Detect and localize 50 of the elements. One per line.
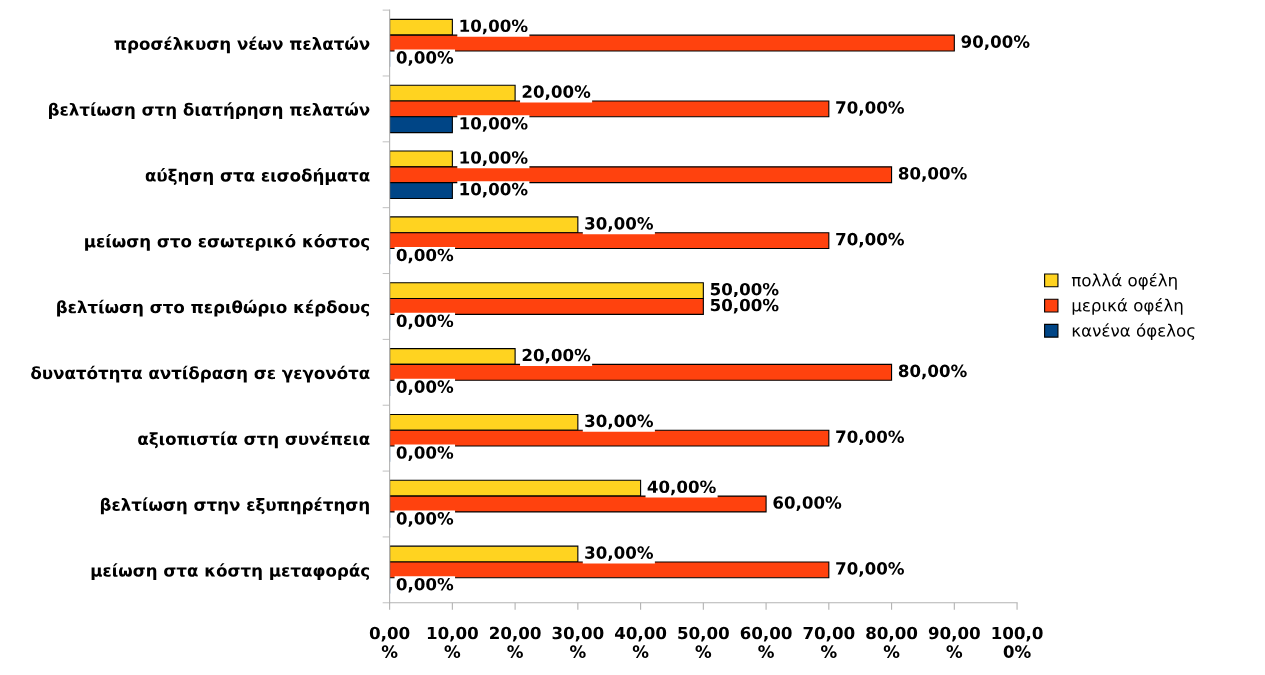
legend-label: κανένα όφελος bbox=[1072, 323, 1195, 340]
x-tick-label: 10,00 % bbox=[427, 626, 478, 658]
data-label: 90,00% bbox=[961, 35, 1030, 51]
y-tick-label: μείωση στο εσωτερικό κόστος bbox=[85, 233, 370, 251]
x-tick-label: 0,00 % bbox=[369, 626, 410, 658]
x-tick-label: 80,00 % bbox=[866, 626, 918, 658]
y-tick-label: αύξηση στα εισοδήματα bbox=[145, 168, 370, 185]
data-label: 60,00% bbox=[773, 496, 842, 511]
y-tick-label: αξιοπιστία στη συνέπεια bbox=[138, 431, 370, 449]
data-label: 0,00% bbox=[396, 248, 454, 264]
data-label: 10,00% bbox=[460, 19, 528, 35]
x-tick-label: 20,00 % bbox=[490, 626, 541, 658]
data-label: 70,00% bbox=[836, 430, 904, 446]
legend-label: πολλά οφέλη bbox=[1071, 272, 1177, 290]
data-label: 0,00% bbox=[396, 446, 454, 461]
x-tick-label: 100,0 0% bbox=[992, 626, 1043, 658]
data-label: 40,00% bbox=[647, 480, 716, 496]
x-tick-label: 60,00 % bbox=[740, 626, 792, 658]
x-tick-label: 30,00 % bbox=[552, 626, 604, 658]
data-label: 20,00% bbox=[522, 85, 591, 101]
data-label: 80,00% bbox=[898, 166, 967, 182]
data-label: 10,00% bbox=[460, 182, 528, 198]
y-tick-label: βελτίωση στη διατήρηση πελατών bbox=[49, 102, 370, 120]
data-label: 20,00% bbox=[522, 348, 591, 364]
x-tick-label: 70,00 % bbox=[803, 626, 855, 658]
y-tick-label: δυνατότητα αντίδραση σε γεγονότα bbox=[31, 365, 370, 383]
legend-label: μερικά οφέλη bbox=[1072, 298, 1183, 315]
y-tick-label: προσέλκυση νέων πελατών bbox=[114, 36, 370, 54]
y-tick-label: βελτίωση στο περιθώριο κέρδους bbox=[57, 299, 370, 317]
data-label: 70,00% bbox=[836, 232, 904, 248]
data-label: 30,00% bbox=[585, 217, 654, 232]
data-label: 50,00% bbox=[710, 298, 779, 314]
data-label: 50,00% bbox=[710, 282, 779, 298]
y-tick-label: βελτίωση στην εξυπηρέτηση bbox=[100, 497, 369, 515]
data-label: 0,00% bbox=[396, 577, 454, 593]
data-label: 0,00% bbox=[396, 51, 454, 66]
data-label: 30,00% bbox=[585, 414, 654, 430]
data-label: 70,00% bbox=[836, 101, 904, 116]
data-label: 70,00% bbox=[836, 562, 904, 577]
data-label: 10,00% bbox=[460, 116, 528, 132]
y-tick-label: μείωση στα κόστη μεταφοράς bbox=[91, 563, 370, 580]
x-tick-label: 40,00 % bbox=[614, 626, 667, 658]
data-label: 30,00% bbox=[585, 546, 654, 562]
x-tick-label: 90,00 % bbox=[928, 626, 980, 658]
data-label: 80,00% bbox=[898, 364, 967, 380]
data-label: 0,00% bbox=[396, 512, 454, 527]
data-label: 0,00% bbox=[396, 380, 454, 396]
data-label: 10,00% bbox=[460, 151, 528, 166]
x-tick-label: 50,00 % bbox=[678, 626, 729, 658]
data-label: 0,00% bbox=[396, 314, 454, 330]
